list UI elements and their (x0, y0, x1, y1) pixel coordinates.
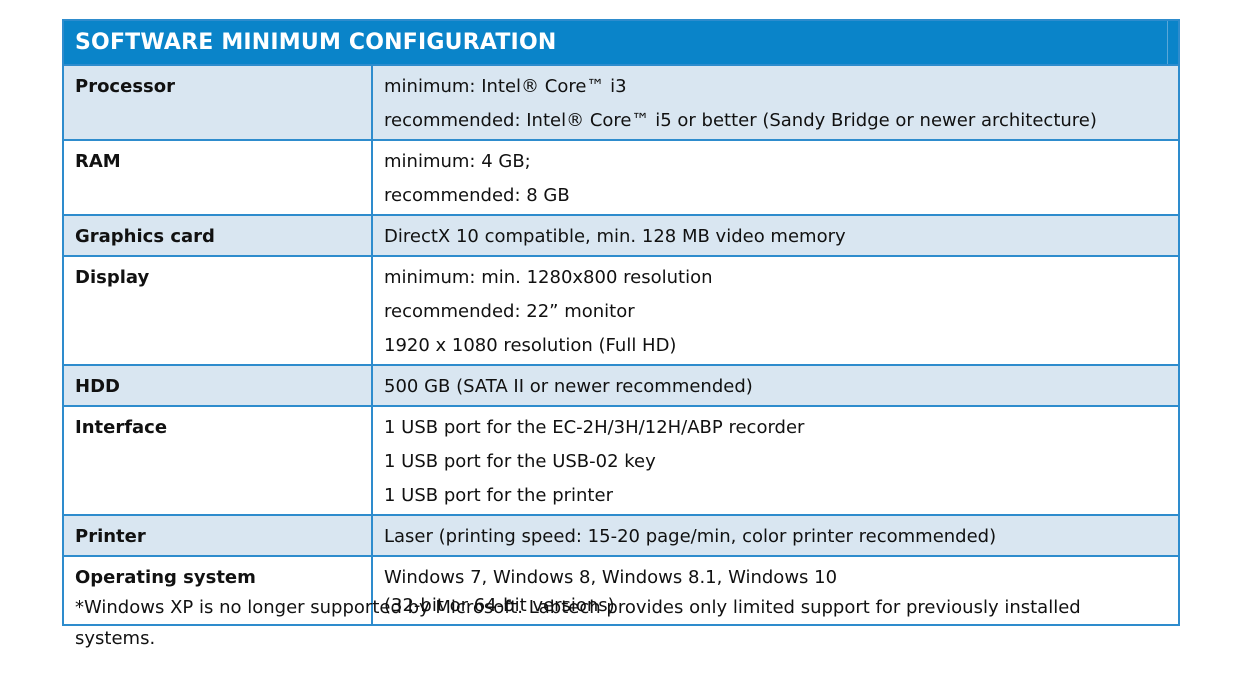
footnote: *Windows XP is no longer supported by Mi… (75, 597, 1081, 649)
row-value: minimum: 4 GB; recommended: 8 GB (372, 139, 1179, 216)
row-label: Operating system (63, 555, 373, 626)
row-value: Windows 7, Windows 8, Windows 8.1, Windo… (372, 555, 1179, 626)
row-value: Laser (printing speed: 15-20 page/min, c… (372, 514, 1179, 557)
table-row-processor: Processor minimum: Intel® Core™ i3 recom… (63, 64, 1179, 141)
value-line: minimum: Intel® Core™ i3 (384, 76, 627, 97)
row-label: Graphics card (63, 214, 373, 257)
value-line: DirectX 10 compatible, min. 128 MB video… (384, 226, 846, 247)
table-row-graphics-card: Graphics card DirectX 10 compatible, min… (63, 214, 1179, 257)
table-row-ram: RAM minimum: 4 GB; recommended: 8 GB (63, 139, 1179, 216)
spec-table: SOFTWARE MINIMUM CONFIGURATION Processor… (62, 19, 1180, 626)
table-row-printer: Printer Laser (printing speed: 15-20 pag… (63, 514, 1179, 557)
table-title: SOFTWARE MINIMUM CONFIGURATION (63, 20, 1179, 66)
table-row-hdd: HDD 500 GB (SATA II or newer recommended… (63, 364, 1179, 407)
row-label: Printer (63, 514, 373, 557)
value-line: Windows 7, Windows 8, Windows 8.1, Windo… (384, 567, 838, 588)
value-line: Laser (printing speed: 15-20 page/min, c… (384, 526, 997, 547)
row-label: Interface (63, 405, 373, 516)
value-line: 1920 x 1080 resolution (Full HD) (384, 335, 677, 356)
value-line: (32-bit or 64-bit versions) (384, 595, 615, 616)
value-line: recommended: 22” monitor (384, 301, 635, 322)
row-value: 1 USB port for the EC-2H/3H/12H/ABP reco… (372, 405, 1179, 516)
value-line: 1 USB port for the USB-02 key (384, 451, 656, 472)
value-line: minimum: min. 1280x800 resolution (384, 267, 713, 288)
value-line: recommended: Intel® Core™ i5 or better (… (384, 110, 1097, 131)
table-header-row: SOFTWARE MINIMUM CONFIGURATION (63, 20, 1179, 66)
row-label: Processor (63, 64, 373, 141)
header-divider (1167, 21, 1168, 64)
value-line: recommended: 8 GB (384, 185, 570, 206)
value-line: minimum: 4 GB; (384, 151, 531, 172)
row-value: minimum: min. 1280x800 resolution recomm… (372, 255, 1179, 366)
row-label: HDD (63, 364, 373, 407)
row-label: RAM (63, 139, 373, 216)
row-label: Display (63, 255, 373, 366)
table-row-display: Display minimum: min. 1280x800 resolutio… (63, 255, 1179, 366)
value-line: 500 GB (SATA II or newer recommended) (384, 376, 753, 397)
row-value: DirectX 10 compatible, min. 128 MB video… (372, 214, 1179, 257)
table-row-interface: Interface 1 USB port for the EC-2H/3H/12… (63, 405, 1179, 516)
value-line: 1 USB port for the printer (384, 485, 613, 506)
value-line: 1 USB port for the EC-2H/3H/12H/ABP reco… (384, 417, 805, 438)
table-row-operating-system: Operating system Windows 7, Windows 8, W… (63, 555, 1179, 626)
row-value: 500 GB (SATA II or newer recommended) (372, 364, 1179, 407)
row-value: minimum: Intel® Core™ i3 recommended: In… (372, 64, 1179, 141)
table-title-text: SOFTWARE MINIMUM CONFIGURATION (75, 30, 557, 55)
